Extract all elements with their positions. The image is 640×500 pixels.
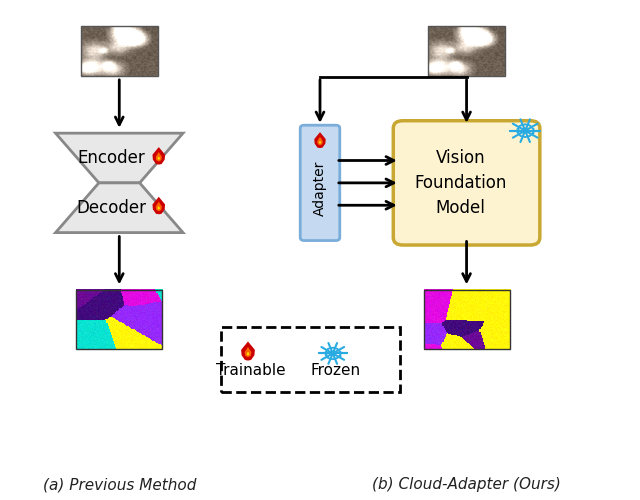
Bar <box>424 290 509 350</box>
Circle shape <box>522 128 528 133</box>
Polygon shape <box>56 133 183 183</box>
Polygon shape <box>56 183 183 232</box>
Text: Vision
Foundation
Model: Vision Foundation Model <box>414 149 506 217</box>
Polygon shape <box>156 152 162 162</box>
Bar <box>76 290 163 350</box>
FancyBboxPatch shape <box>221 327 399 392</box>
Bar <box>81 26 157 76</box>
FancyBboxPatch shape <box>394 120 540 245</box>
Text: (a) Previous Method: (a) Previous Method <box>43 477 196 492</box>
Text: Trainable: Trainable <box>216 363 286 378</box>
Text: Frozen: Frozen <box>311 363 361 378</box>
Polygon shape <box>246 352 250 356</box>
Polygon shape <box>157 156 160 160</box>
Polygon shape <box>152 147 165 164</box>
Polygon shape <box>152 197 165 214</box>
Text: Decoder: Decoder <box>77 198 147 216</box>
Polygon shape <box>241 342 255 360</box>
Polygon shape <box>314 132 326 148</box>
Text: (b) Cloud-Adapter (Ours): (b) Cloud-Adapter (Ours) <box>372 477 561 492</box>
Text: Adapter: Adapter <box>313 160 327 216</box>
Polygon shape <box>317 136 323 145</box>
Bar <box>428 26 505 76</box>
Polygon shape <box>157 206 160 210</box>
Polygon shape <box>244 347 252 357</box>
Text: Encoder: Encoder <box>77 149 145 167</box>
Polygon shape <box>319 140 321 144</box>
FancyBboxPatch shape <box>300 125 340 240</box>
Circle shape <box>330 352 335 356</box>
Polygon shape <box>156 202 162 211</box>
